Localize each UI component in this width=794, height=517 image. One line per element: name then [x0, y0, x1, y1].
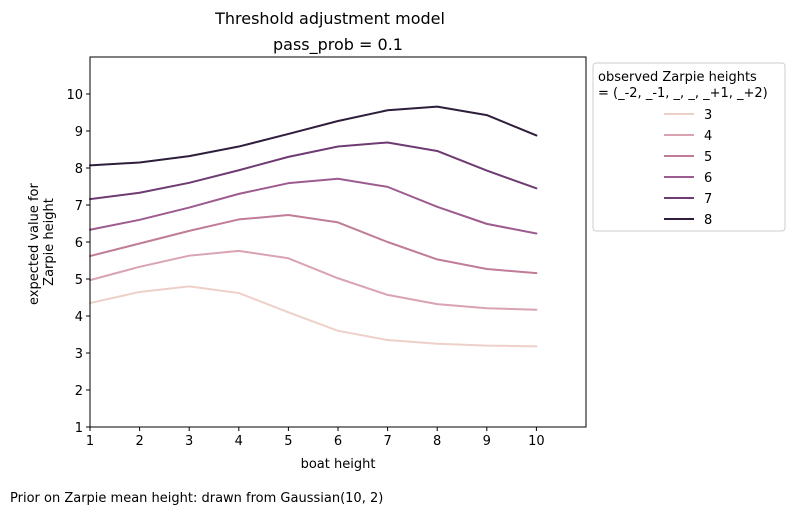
legend-item-8: 8: [664, 213, 712, 228]
legend-label: 3: [704, 108, 712, 123]
x-tick-label: 8: [433, 434, 441, 449]
legend-items: 3 4 5 6 7 8: [664, 108, 712, 228]
y-tick-label: 10: [66, 88, 83, 103]
y-tick-label: 5: [75, 273, 83, 288]
legend-item-3: 3: [664, 108, 712, 123]
series-line-8: [89, 105, 538, 167]
y-tick-label: 4: [75, 310, 83, 325]
x-tick-label: 7: [383, 434, 391, 449]
series-line-5: [89, 213, 538, 275]
legend-label: 7: [704, 192, 712, 207]
legend-title-line-1: observed Zarpie heights: [598, 70, 757, 85]
y-tick-label: 3: [75, 347, 83, 362]
x-tick-label: 6: [334, 434, 342, 449]
x-tick-label: 3: [185, 434, 193, 449]
plot-area: 1 2 3 4 5 6 7 8 9 10 1 2 3 4 5 6 7 8 9 10: [66, 88, 544, 449]
legend-item-6: 6: [664, 171, 712, 186]
y-axis-label-line-1: expected value for: [27, 182, 42, 305]
x-tick-label: 5: [284, 434, 292, 449]
x-tick-label: 10: [528, 434, 545, 449]
series-line-3: [89, 285, 538, 348]
legend-item-5: 5: [664, 150, 712, 165]
y-tick-label: 2: [75, 384, 83, 399]
x-tick-label: 4: [235, 434, 243, 449]
axes-frame: [89, 56, 587, 428]
legend-item-7: 7: [664, 192, 712, 207]
legend-frame: [592, 62, 786, 232]
y-tick-label: 8: [75, 162, 83, 177]
series-line-7: [89, 141, 538, 201]
x-tick-label: 9: [483, 434, 491, 449]
y-tick-label: 7: [75, 199, 83, 214]
y-axis-label-line-2: Zarpie height: [42, 198, 57, 286]
y-axis-label: expected value for Zarpie height: [27, 179, 57, 305]
x-tick-label: 2: [135, 434, 143, 449]
legend-title-line-2: = (_-2, _-1, _, _, _+1, _+2): [598, 86, 768, 101]
x-tick-label: 1: [86, 434, 94, 449]
legend-label: 5: [704, 150, 712, 165]
figure-title: Threshold adjustment model: [214, 9, 445, 28]
legend-item-4: 4: [664, 129, 712, 144]
y-tick-label: 9: [75, 125, 83, 140]
chart-title: pass_prob = 0.1: [273, 35, 403, 55]
legend-label: 4: [704, 129, 712, 144]
y-tick-label: 6: [75, 236, 83, 251]
legend: observed Zarpie heights = (_-2, _-1, _, …: [592, 62, 786, 232]
legend-label: 8: [704, 213, 712, 228]
x-axis-label: boat height: [301, 457, 376, 472]
series-line-6: [89, 177, 538, 235]
series-line-4: [89, 249, 538, 311]
footnote: Prior on Zarpie mean height: drawn from …: [10, 491, 383, 506]
y-tick-label: 1: [75, 421, 83, 436]
legend-label: 6: [704, 171, 712, 186]
